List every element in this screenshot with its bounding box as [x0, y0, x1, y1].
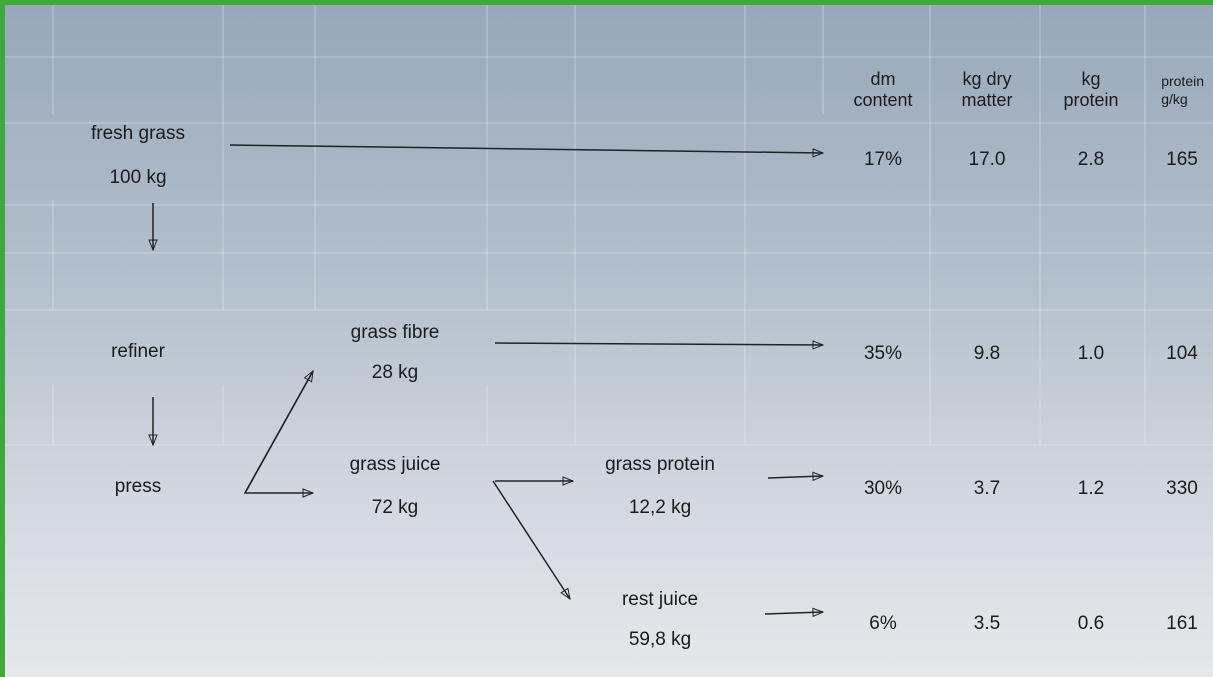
column-header: protein g/kg [1161, 73, 1205, 107]
table-cell: 17% [863, 149, 903, 170]
table-cell: 30% [863, 478, 903, 499]
node-label: grass juice [349, 454, 441, 475]
table-cell: 6% [869, 613, 897, 634]
table-cell: 1.0 [1077, 343, 1105, 364]
node-amount: 12,2 kg [628, 497, 692, 518]
column-header: kg dry matter [961, 69, 1013, 110]
table-cell: 35% [863, 343, 903, 364]
node-label: press [114, 476, 162, 497]
table-cell: 3.5 [973, 613, 1001, 634]
table-cell: 3.7 [973, 478, 1001, 499]
table-cell: 165 [1166, 149, 1198, 170]
table-cell: 0.6 [1077, 613, 1105, 634]
diagram [5, 5, 1213, 677]
column-header: kg protein [1063, 69, 1119, 110]
table-cell: 104 [1166, 343, 1198, 364]
column-header: dm content [853, 69, 913, 110]
node-label: fresh grass [91, 123, 185, 144]
node-amount: 100 kg [109, 167, 167, 188]
node-label: rest juice [621, 589, 699, 610]
node-label: grass fibre [350, 322, 440, 343]
node-amount: 72 kg [371, 497, 419, 518]
node-label: grass protein [605, 454, 715, 475]
table-cell: 1.2 [1077, 478, 1105, 499]
table-cell: 17.0 [968, 149, 1006, 170]
table-cell: 2.8 [1077, 149, 1105, 170]
arrows [153, 144, 823, 614]
node-amount: 28 kg [371, 362, 419, 383]
node-amount: 59,8 kg [628, 629, 692, 650]
table-cell: 330 [1166, 478, 1198, 499]
node-label: refiner [111, 341, 165, 362]
table-cell: 161 [1166, 613, 1198, 634]
grid [5, 5, 1213, 446]
table-cell: 9.8 [973, 343, 1001, 364]
